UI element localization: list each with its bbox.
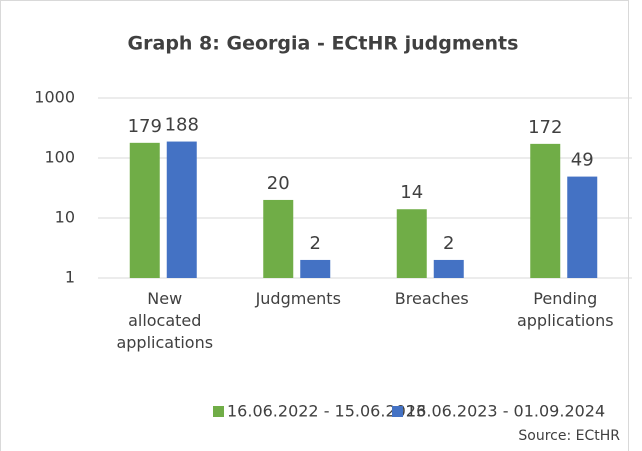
x-tick-label: Judgments — [255, 289, 341, 308]
bar — [129, 142, 160, 278]
legend-label: 16.06.2023 - 01.09.2024 — [406, 402, 605, 421]
data-label: 20 — [267, 173, 290, 194]
data-label: 188 — [165, 115, 199, 136]
bar — [300, 259, 331, 278]
bar — [166, 141, 197, 278]
data-label: 14 — [400, 182, 423, 203]
y-tick-label: 1 — [65, 268, 75, 287]
data-label: 179 — [128, 116, 162, 137]
legend-swatch — [213, 406, 224, 417]
data-label: 172 — [528, 117, 562, 138]
x-tick-label: New allocated applications — [116, 289, 214, 352]
source: Source: ECtHR — [518, 428, 620, 444]
bar — [433, 259, 464, 278]
data-label: 49 — [571, 150, 594, 171]
x-tick-label: Pending applications — [516, 289, 614, 330]
y-tick-label: 1000 — [34, 88, 75, 107]
data-label: 2 — [310, 233, 321, 254]
y-tick-label: 10 — [55, 208, 75, 227]
y-tick-label: 100 — [44, 148, 75, 167]
x-tick-label: Breaches — [394, 289, 469, 308]
bar — [530, 143, 561, 278]
legend-label: 16.06.2022 - 15.06.2023 — [227, 402, 426, 421]
chart-title: Graph 8: Georgia - ECtHR judgments — [128, 33, 519, 55]
bar — [567, 176, 598, 278]
bar — [263, 199, 294, 278]
data-label: 2 — [443, 233, 454, 254]
chart-border — [0, 0, 629, 451]
bar — [396, 209, 427, 278]
legend-swatch — [392, 406, 403, 417]
